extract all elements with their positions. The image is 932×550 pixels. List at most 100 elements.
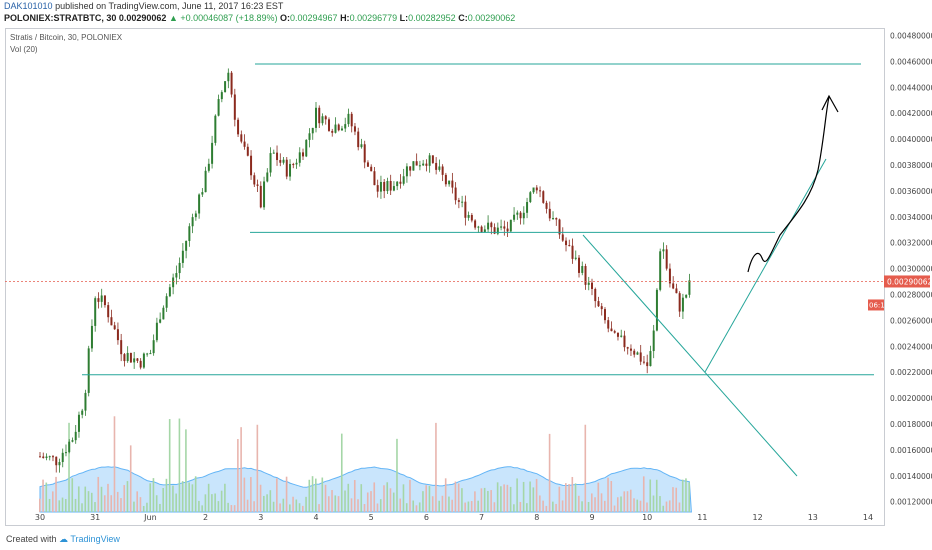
volume-bar [655, 479, 658, 512]
candle-body [623, 335, 626, 348]
volume-bar [165, 478, 168, 512]
footer-brand[interactable]: TradingView [70, 534, 120, 544]
volume-bar [461, 488, 463, 512]
candle-body [613, 331, 616, 333]
author-link[interactable]: DAK101010 [4, 1, 53, 11]
candle-body [74, 431, 77, 441]
volume-bar [168, 419, 171, 512]
candle-body [129, 352, 132, 363]
candle-body [629, 348, 632, 351]
candle-body [688, 280, 691, 295]
volume-bar [61, 497, 64, 512]
volume-bar [581, 501, 583, 512]
volume-bar [646, 502, 648, 512]
x-tick-label: 5 [369, 513, 374, 522]
volume-bar [136, 491, 139, 512]
volume-bar [561, 500, 564, 512]
candle-body [600, 306, 603, 310]
candle-body [340, 128, 343, 131]
candle-body [444, 174, 447, 185]
volume-bar [340, 433, 343, 512]
candle-body [217, 99, 220, 116]
candle-body [503, 226, 506, 229]
candle-body [412, 161, 415, 171]
candle-body [487, 222, 490, 230]
arrow-head-icon [821, 94, 839, 113]
candle-body [539, 190, 542, 192]
y-tick-label: 0.00380000 [890, 161, 932, 170]
volume-bar [418, 502, 421, 512]
high-label: H: [340, 13, 350, 23]
volume-bar [603, 500, 606, 512]
y-tick-label: 0.00360000 [890, 187, 932, 196]
x-tick-label: 2 [203, 513, 208, 522]
volume-bar [224, 483, 226, 512]
candle-body [194, 213, 197, 218]
volume-bar [685, 478, 687, 512]
volume-bar [587, 501, 590, 512]
volume-bar [607, 477, 609, 512]
y-tick-label: 0.00120000 [890, 498, 932, 507]
volume-bar [578, 495, 580, 512]
candle-body [636, 352, 639, 355]
volume-bar [39, 498, 41, 512]
candle-body [230, 72, 233, 95]
candle-body [42, 456, 45, 459]
candle-body [165, 296, 168, 308]
volume-bar [55, 476, 57, 512]
candle-body [681, 297, 684, 312]
volume-bar [422, 491, 424, 512]
candle-body [324, 116, 327, 120]
candle-body [204, 170, 207, 193]
volume-bar [675, 487, 678, 512]
volume-bar [552, 501, 554, 512]
candle-body [146, 353, 149, 355]
volume-bar [610, 481, 613, 512]
volume-bar [113, 416, 116, 512]
candle-body [337, 124, 340, 131]
volume-bar [126, 481, 129, 512]
candle-body [594, 288, 597, 302]
candle-body [107, 305, 110, 318]
candle-body [558, 219, 561, 235]
candle-body [672, 283, 675, 289]
volume-bar [159, 503, 161, 512]
candle-body [315, 107, 317, 128]
volume-bar [120, 498, 122, 512]
volume-bar [243, 477, 246, 512]
volume-bar [344, 490, 346, 512]
volume-bar [636, 499, 639, 512]
volume-bar [428, 486, 431, 512]
volume-bar [172, 485, 174, 512]
candle-body [126, 352, 129, 362]
y-tick-label: 0.00220000 [890, 368, 932, 377]
candle-body [136, 358, 139, 361]
volume-legend: Vol (20) [10, 45, 38, 54]
volume-bar [483, 487, 486, 512]
volume-bar [405, 503, 408, 512]
volume-bar [493, 502, 496, 512]
y-tick-label: 0.00280000 [890, 291, 932, 300]
volume-bar [276, 478, 278, 512]
candle-body [178, 262, 181, 274]
candle-body [366, 162, 369, 167]
ascending-trendline [704, 158, 827, 373]
volume-bar [545, 505, 548, 512]
volume-bar [415, 505, 418, 512]
candle-body [610, 328, 613, 332]
candle-body [409, 166, 412, 171]
volume-bar [110, 495, 113, 512]
volume-bar [103, 495, 106, 512]
candle-body [373, 171, 376, 186]
volume-bar [402, 484, 405, 512]
candle-body [379, 182, 382, 192]
volume-bar [191, 484, 194, 512]
volume-bar [616, 497, 619, 512]
candle-body [188, 226, 191, 241]
candle-body [94, 298, 97, 326]
candle-body [175, 273, 178, 278]
volume-bar [623, 491, 626, 512]
volume-bar [178, 418, 181, 512]
candle-body [500, 226, 503, 228]
